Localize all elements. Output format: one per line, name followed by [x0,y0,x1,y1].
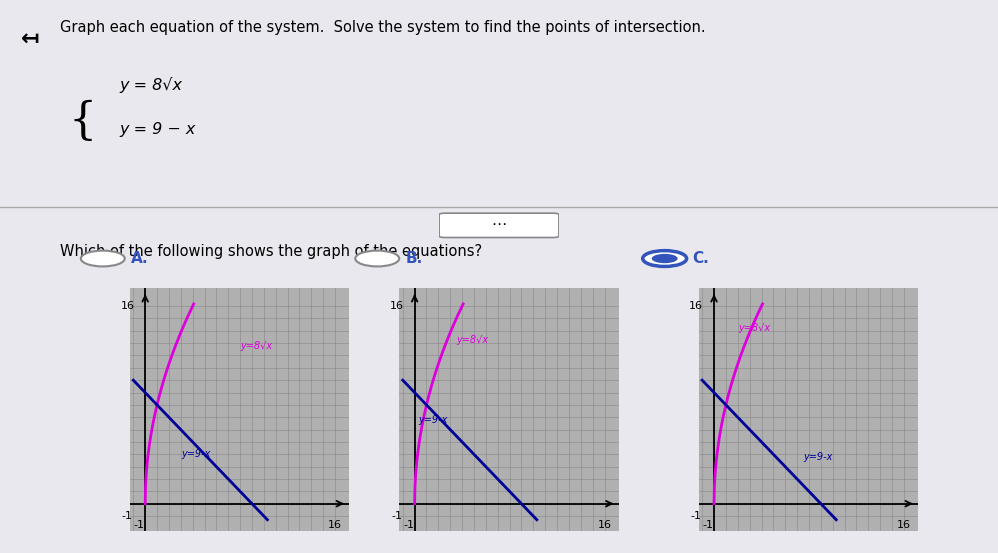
FancyBboxPatch shape [439,213,559,238]
Text: -1: -1 [391,511,402,521]
Text: 16: 16 [690,301,704,311]
Text: y = 9 − x: y = 9 − x [120,122,197,137]
Text: y=8√x: y=8√x [241,341,272,351]
Text: B.: B. [405,251,422,266]
Text: y=8√x: y=8√x [456,335,488,345]
Text: Which of the following shows the graph of the equations?: Which of the following shows the graph o… [60,244,482,259]
Text: ↤: ↤ [21,29,39,49]
Text: A.: A. [131,251,149,266]
Text: 16: 16 [390,301,404,311]
Text: -1: -1 [691,511,702,521]
Text: y = 8√x: y = 8√x [120,77,183,93]
Text: ⋯: ⋯ [491,217,507,232]
Circle shape [652,254,678,263]
Text: y=9-x: y=9-x [418,415,447,425]
Circle shape [643,251,687,267]
Text: {: { [69,100,97,143]
Text: 16: 16 [598,520,612,530]
Text: -1: -1 [134,520,145,530]
Circle shape [643,251,687,267]
Text: -1: -1 [403,520,414,530]
Text: y=9-x: y=9-x [181,449,211,459]
Text: C.: C. [693,251,710,266]
Text: 16: 16 [121,301,135,311]
Text: 16: 16 [897,520,911,530]
Text: y=9-x: y=9-x [803,452,832,462]
Text: -1: -1 [122,511,133,521]
Text: Graph each equation of the system.  Solve the system to find the points of inter: Graph each equation of the system. Solve… [60,20,706,35]
Text: 16: 16 [328,520,342,530]
Circle shape [355,251,399,267]
Circle shape [81,251,125,267]
Text: y=8√x: y=8√x [738,323,769,333]
Text: -1: -1 [703,520,714,530]
